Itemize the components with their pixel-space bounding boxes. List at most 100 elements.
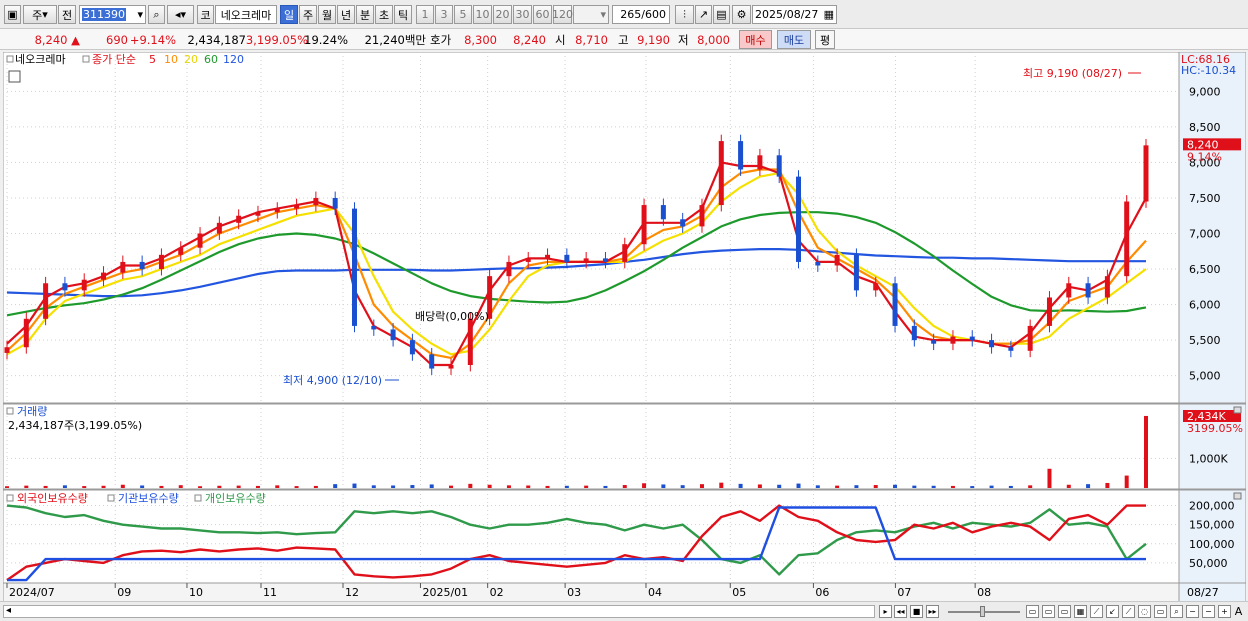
volume-bar — [255, 485, 260, 488]
period-second-button[interactable]: 초 — [375, 5, 393, 24]
arrow-tool-icon[interactable]: ↙ — [1106, 605, 1119, 618]
period-month-button[interactable]: 월 — [318, 5, 336, 24]
gear-icon[interactable]: ⚙ — [732, 5, 751, 24]
interval-10-button[interactable]: 10 — [473, 5, 492, 24]
scroll-track[interactable]: ◂ — [3, 605, 875, 618]
volume-bar — [912, 485, 917, 488]
interval-60-button[interactable]: 60 — [533, 5, 552, 24]
minus-icon[interactable]: − — [1186, 605, 1199, 618]
candle-body — [120, 261, 126, 273]
change-percent: +9.14% — [129, 32, 176, 47]
interval-1-button[interactable]: 1 — [416, 5, 434, 24]
interval-20-button[interactable]: 20 — [493, 5, 512, 24]
price-tick-label: 8,000 — [1189, 156, 1221, 169]
volume-bar — [584, 485, 589, 488]
calendar-icon[interactable]: ▦ — [823, 8, 834, 21]
market-tag[interactable]: 코 — [197, 5, 214, 24]
price-tick-label: 6,500 — [1189, 263, 1221, 276]
scroll-left-icon[interactable]: ◂ — [6, 605, 12, 616]
shape-tool-icon[interactable]: ◌ — [1138, 605, 1151, 618]
volume-bar — [873, 485, 878, 488]
period-week-button[interactable]: 주 — [299, 5, 317, 24]
evaluate-button[interactable]: 평 — [815, 30, 835, 49]
legend-box-icon — [194, 494, 202, 502]
period-day-button[interactable]: 일 — [280, 5, 298, 24]
chart-area[interactable]: 9,000 8,500 8,000 7,500 7,000 6,500 6,000 5,500… — [3, 52, 1246, 605]
stock-code-input[interactable]: 311390 ▾ — [79, 5, 146, 24]
zoom-slider-handle[interactable] — [980, 606, 985, 617]
plus-icon[interactable]: + — [1218, 605, 1231, 618]
buy-button[interactable]: 매수 — [739, 30, 772, 49]
zoom-out-icon[interactable]: − — [1202, 605, 1215, 618]
speaker-icon[interactable]: ◂▾ — [167, 5, 194, 24]
date-value: 2025/08/27 — [755, 8, 819, 21]
interval-5-button[interactable]: 5 — [454, 5, 472, 24]
candle-body — [660, 205, 666, 220]
interval-120-button[interactable]: 120 — [552, 5, 573, 24]
price-legend: 네오크레마 종가 단순 5 10 20 60 120 — [6, 53, 244, 83]
grid-icon[interactable]: ▦ — [1074, 605, 1087, 618]
volume-bar — [699, 484, 704, 488]
trade-amount: 21,240백만 — [364, 32, 426, 47]
dropdown-icon[interactable]: ▾ — [137, 8, 143, 21]
draw-tool-icon[interactable]: ⟋ — [1122, 605, 1135, 618]
candle-body — [1008, 347, 1014, 351]
candle-body — [506, 261, 512, 277]
save-icon[interactable]: ▤ — [713, 5, 730, 24]
chart-type-icon[interactable]: ⫶ — [675, 5, 694, 24]
interval-custom-select[interactable]: ▾ — [573, 5, 609, 24]
layout-icon[interactable]: ▭ — [1058, 605, 1071, 618]
copy-icon[interactable]: ▭ — [1154, 605, 1167, 618]
table-toggle-icon[interactable] — [8, 70, 21, 83]
period-minute-button[interactable]: 분 — [356, 5, 374, 24]
quote-bar: 8,240 ▲ 690 +9.14% 2,434,187 3,199.05% 1… — [0, 29, 1248, 50]
candle-body — [390, 329, 396, 341]
bottom-scrollbar: ◂ ▸ ◂◂ ■ ▸▸ ▭ ▭ ▭ ▦ ⟋ ↙ ⟋ ◌ ▭ ⌕ − − + A — [0, 601, 1248, 621]
axis-labels: 9,000 8,500 8,000 7,500 7,000 6,500 6,000 5,500… — [9, 85, 1235, 599]
text-size-icon[interactable]: A — [1234, 605, 1243, 618]
date-input[interactable]: 2025/08/27 ▦ — [752, 5, 837, 24]
low-label: 저 — [678, 32, 689, 47]
volume-bar — [622, 485, 627, 488]
range-type-button[interactable]: 전 — [58, 5, 76, 24]
layout-icon[interactable]: ▭ — [1026, 605, 1039, 618]
panel-close-icon[interactable] — [1233, 406, 1242, 414]
volume-bar — [777, 484, 782, 488]
step-back-icon[interactable]: ◂◂ — [894, 605, 907, 618]
candle-body — [1124, 201, 1130, 277]
volume-bar — [680, 485, 685, 488]
interval-3-button[interactable]: 3 — [435, 5, 453, 24]
holdings-tick-label: 200,000 — [1189, 500, 1235, 513]
layout-icon[interactable]: ▭ — [1042, 605, 1055, 618]
stop-icon[interactable]: ■ — [910, 605, 923, 618]
candle-body — [216, 222, 222, 234]
period-type-value: 주 — [32, 8, 43, 22]
candle-body — [911, 325, 917, 341]
tool-icon[interactable]: ⟋ — [1090, 605, 1103, 618]
candle-body — [564, 254, 570, 262]
volume-bar — [217, 485, 222, 488]
interval-30-button[interactable]: 30 — [513, 5, 532, 24]
draw-tool-icon[interactable]: ↗ — [695, 5, 712, 24]
ma60-legend: 60 — [204, 53, 218, 66]
chart-svg[interactable]: 9,000 8,500 8,000 7,500 7,000 6,500 6,000 5,500… — [3, 52, 1246, 605]
sell-button[interactable]: 매도 — [777, 30, 811, 49]
high-label: 고 — [618, 32, 629, 47]
scroll-right-icon[interactable]: ▸ — [879, 605, 892, 618]
zoom-in-icon[interactable]: ⌕ — [1170, 605, 1183, 618]
period-tick-button[interactable]: 틱 — [394, 5, 412, 24]
volume-bar — [487, 484, 492, 488]
window-menu-icon[interactable]: ▣ — [4, 5, 21, 24]
price-tick-label: 7,000 — [1189, 228, 1221, 241]
data-count[interactable]: 265/600 — [612, 5, 670, 24]
candle-body — [583, 258, 589, 262]
volume-bar — [120, 484, 125, 488]
search-icon[interactable]: ⌕ — [148, 5, 165, 24]
candle-body — [371, 325, 377, 330]
x-tick-label: 05 — [732, 586, 746, 599]
step-forward-icon[interactable]: ▸▸ — [926, 605, 939, 618]
period-year-button[interactable]: 년 — [337, 5, 355, 24]
panel-close-icon[interactable] — [1233, 492, 1242, 500]
period-type-select[interactable]: 주 ▾ — [23, 5, 57, 24]
volume-bar — [893, 484, 898, 488]
